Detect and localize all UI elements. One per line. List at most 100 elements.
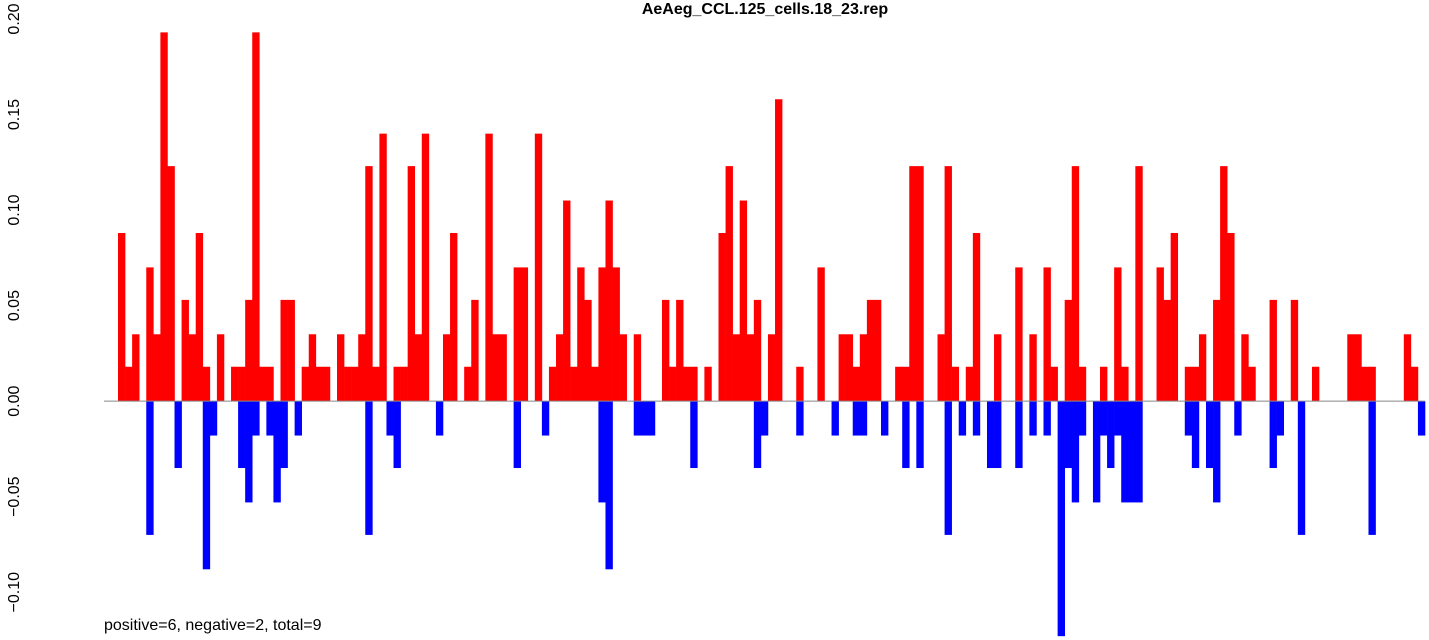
bar (181, 299, 189, 402)
bar (598, 267, 606, 402)
bar (845, 334, 854, 402)
bar (1135, 166, 1143, 402)
bar (442, 334, 451, 402)
bar (238, 401, 246, 469)
bar (118, 233, 126, 402)
bar (1361, 366, 1369, 402)
bar (1234, 401, 1242, 436)
bar (400, 366, 408, 402)
bar (379, 133, 387, 402)
bar (146, 267, 154, 402)
bar (556, 334, 564, 402)
bar (1163, 299, 1171, 402)
bar (1135, 401, 1143, 503)
y-tick-label: 0.20 (6, 3, 23, 34)
bar (605, 200, 613, 402)
bar (1311, 366, 1320, 402)
y-tick-label: 0.10 (6, 194, 23, 225)
bar (647, 401, 656, 436)
bar (718, 233, 726, 402)
bar (1403, 334, 1412, 402)
bar (859, 401, 868, 436)
bar (1043, 267, 1051, 402)
bar (1170, 233, 1179, 402)
bar (1015, 401, 1023, 469)
bar (859, 334, 868, 402)
bar (301, 366, 310, 402)
bar (541, 401, 550, 436)
bar (1184, 366, 1193, 402)
bar (216, 334, 225, 402)
bar (1092, 401, 1101, 503)
bar (1121, 366, 1129, 402)
bar (563, 200, 571, 402)
bar (450, 233, 458, 402)
bar (294, 401, 302, 436)
bar (1114, 401, 1122, 436)
bar (167, 166, 175, 402)
bar (1248, 366, 1256, 402)
bar (994, 401, 1002, 469)
bar (1107, 401, 1115, 469)
bar (852, 366, 861, 402)
bar (337, 334, 345, 402)
bar (1064, 299, 1073, 402)
bar (414, 334, 423, 402)
bar (958, 401, 967, 436)
bar (308, 334, 317, 402)
bar (767, 334, 776, 402)
y-tick-label: −0.05 (6, 476, 23, 517)
bar (386, 401, 394, 436)
bar (866, 299, 875, 402)
bar (895, 366, 903, 402)
bar (690, 366, 698, 402)
bar (1410, 366, 1419, 402)
bar (570, 366, 578, 402)
bar (372, 366, 380, 402)
bar (873, 299, 882, 402)
bar (1064, 401, 1073, 469)
bar (944, 401, 952, 535)
bar (315, 366, 324, 402)
bar (1078, 401, 1087, 436)
bar (633, 401, 642, 436)
bar (746, 334, 755, 402)
bar (485, 133, 493, 402)
bar (972, 233, 981, 402)
bar (1043, 401, 1051, 436)
bar (591, 366, 599, 402)
bar (280, 299, 288, 402)
bar (916, 401, 924, 469)
y-tick-label: −0.10 (6, 572, 23, 613)
bar (916, 166, 924, 402)
bar (287, 299, 295, 402)
bar (280, 401, 288, 469)
bar (245, 401, 253, 503)
bar (725, 166, 733, 402)
bar (1100, 401, 1108, 436)
bar (1184, 401, 1193, 436)
bar (753, 299, 762, 402)
bar (421, 133, 430, 402)
bar (1128, 401, 1136, 503)
bar (393, 401, 401, 469)
bar (994, 334, 1002, 402)
bar (435, 401, 444, 436)
bar (365, 166, 373, 402)
bar (202, 401, 211, 570)
bar (683, 366, 691, 402)
bar (640, 401, 649, 436)
bar (902, 401, 910, 469)
bar (209, 401, 218, 436)
bar (231, 366, 239, 402)
chart-title: AeAeg_CCL.125_cells.18_23.rep (642, 1, 889, 18)
bar (881, 401, 889, 436)
bar (393, 366, 401, 402)
bar (125, 366, 133, 402)
bar (1347, 334, 1355, 402)
bar (1029, 401, 1037, 436)
bar (633, 334, 642, 402)
bar (1269, 299, 1277, 402)
bar (202, 366, 211, 402)
bar (690, 401, 698, 469)
